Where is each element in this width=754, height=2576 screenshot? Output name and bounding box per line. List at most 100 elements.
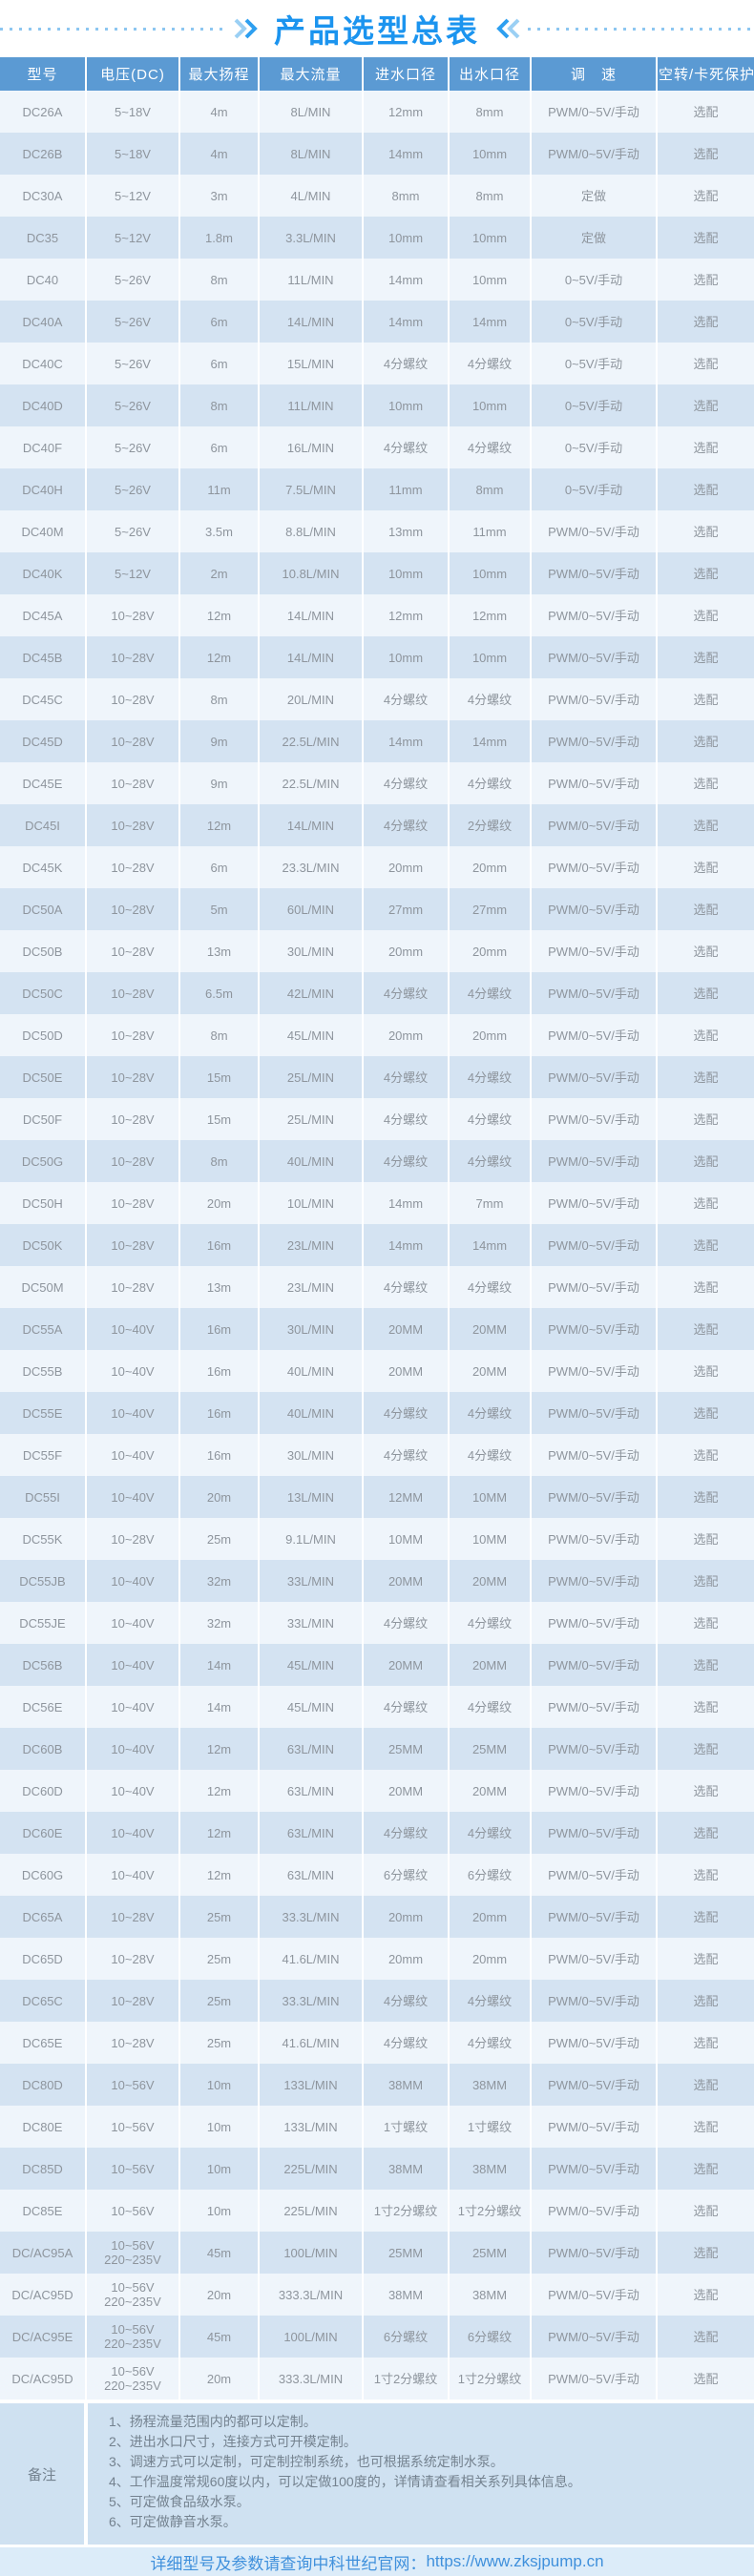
cell-voltage: 5~26V [86,426,180,468]
cell-model: DC65C [0,1980,87,2022]
table-row: DC50K 10~28V 16m 23L/MIN 14mm 14mm PWM/0~5V/手动… [0,1224,754,1266]
cell-inlet-diameter: 4分螺纹 [363,426,450,468]
cell-speed-control: PWM/0~5V/手动 [531,1938,658,1980]
cell-speed-control: PWM/0~5V/手动 [531,1056,658,1098]
cell-outlet-diameter: 7mm [449,1182,532,1224]
cell-speed-control: PWM/0~5V/手动 [531,594,658,636]
cell-protection: 选配 [693,314,719,329]
footer-label: 详细型号及参数请查询中科世纪官网： [150,2554,427,2573]
cell-inlet-diameter: 10mm [363,636,450,678]
note-item: 3、调速方式可以定制，可定制控制系统，也可根据系统定制水泵。 [109,2454,504,2469]
cell-max-flow: 25L/MIN [259,1098,364,1140]
cell-protection: 选配 [693,272,719,287]
cell-inlet-diameter: 38MM [363,2148,450,2190]
cell-outlet-diameter: 14mm [449,720,532,762]
cell-protection: 选配 [693,1237,719,1253]
cell-protection: 选配 [693,1447,719,1463]
cell-speed-control: PWM/0~5V/手动 [531,1392,658,1434]
cell-max-head: 12m [179,1854,260,1896]
cell-speed-control: PWM/0~5V/手动 [531,510,658,552]
cell-model: DC50E [0,1056,87,1098]
cell-model: DC55F [0,1434,87,1476]
cell-speed-control: PWM/0~5V/手动 [531,1434,658,1476]
cell-speed-control: PWM/0~5V/手动 [531,804,658,846]
cell-outlet-diameter: 38MM [449,2148,532,2190]
cell-speed-control: 0~5V/手动 [531,301,658,343]
cell-voltage: 5~26V [86,301,180,343]
column-header-max-head: 最大扬程 [179,57,260,91]
cell-max-flow: 63L/MIN [259,1728,364,1770]
cell-voltage: 10~40V [86,1812,180,1854]
cell-inlet-diameter: 12mm [363,91,450,133]
table-row: DC40H 5~26V 11m 7.5L/MIN 11mm 8mm 0~5V/手动 选配 [0,468,754,510]
table-row: DC45B 10~28V 12m 14L/MIN 10mm 10mm PWM/0~5V/手动… [0,636,754,678]
cell-outlet-diameter: 4分螺纹 [449,2022,532,2064]
cell-voltage: 5~26V [86,510,180,552]
table-row: DC50D 10~28V 8m 45L/MIN 20mm 20mm PWM/0~5V/手动选… [0,1014,754,1056]
cell-inlet-diameter: 4分螺纹 [363,1098,450,1140]
cell-model: DC60B [0,1728,87,1770]
cell-speed-control: PWM/0~5V/手动 [531,720,658,762]
cell-inlet-diameter: 4分螺纹 [363,343,450,384]
cell-max-flow: 333.3L/MIN [259,2274,364,2316]
cell-outlet-diameter: 4分螺纹 [449,1392,532,1434]
cell-max-head: 20m [179,1182,260,1224]
cell-model: DC55K [0,1518,87,1560]
cell-max-flow: 3.3L/MIN [259,217,364,259]
footer-url-link[interactable]: https://www.zksjpump.cn [426,2552,604,2570]
cell-max-flow: 30L/MIN [259,1434,364,1476]
cell-voltage: 10~40V [86,1392,180,1434]
double-chevron-right-icon [234,18,258,39]
cell-protection: 选配 [693,2119,719,2134]
table-row: DC85E 10~56V 10m 225L/MIN 1寸2分螺纹 1寸2分螺纹 PWM/0~… [0,2190,754,2232]
cell-outlet-diameter: 10mm [449,217,532,259]
cell-voltage: 10~40V [86,1854,180,1896]
table-row: DC55E 10~40V 16m 40L/MIN 4分螺纹 4分螺纹 PWM/0~5V/手动… [0,1392,754,1434]
table-row: DC40K 5~12V 2m 10.8L/MIN 10mm 10mm PWM/0~5V/手动… [0,552,754,594]
table-row: DC45C 10~28V 8m 20L/MIN 4分螺纹 4分螺纹 PWM/0~5V/手动选… [0,678,754,720]
cell-model: DC/AC95A [0,2232,87,2274]
cell-voltage: 10~28V [86,846,180,888]
cell-protection: 选配 [693,818,719,833]
cell-max-flow: 23L/MIN [259,1266,364,1308]
cell-max-head: 14m [179,1686,260,1728]
cell-model: DC80D [0,2064,87,2106]
cell-max-head: 8m [179,678,260,720]
cell-protection: 选配 [693,440,719,455]
cell-outlet-diameter: 20MM [449,1644,532,1686]
cell-outlet-diameter: 20mm [449,1938,532,1980]
cell-protection: 选配 [693,1573,719,1589]
cell-inlet-diameter: 4分螺纹 [363,972,450,1014]
cell-voltage: 5~18V [86,91,180,133]
table-row: DC/AC95A 10~56V 220~235V 45m 100L/MIN 25MM 25… [0,2232,754,2274]
cell-speed-control: PWM/0~5V/手动 [531,2358,658,2399]
cell-max-flow: 14L/MIN [259,804,364,846]
cell-model: DC40M [0,510,87,552]
cell-max-flow: 30L/MIN [259,1308,364,1350]
cell-protection: 选配 [693,2329,719,2344]
table-row: DC40M 5~26V 3.5m 8.8L/MIN 13mm 11mm PWM/0~5V/手… [0,510,754,552]
cell-max-head: 12m [179,1770,260,1812]
cell-model: DC45C [0,678,87,720]
cell-max-flow: 225L/MIN [259,2148,364,2190]
cell-protection: 选配 [693,2287,719,2302]
cell-outlet-diameter: 10MM [449,1518,532,1560]
cell-speed-control: PWM/0~5V/手动 [531,762,658,804]
cell-max-head: 25m [179,2022,260,2064]
cell-model: DC56B [0,1644,87,1686]
cell-model: DC40F [0,426,87,468]
cell-outlet-diameter: 10mm [449,552,532,594]
cell-inlet-diameter: 20mm [363,1014,450,1056]
table-row: DC26A 5~18V 4m 8L/MIN 12mm 8mm PWM/0~5V/手动 选配 [0,91,754,133]
cell-max-flow: 63L/MIN [259,1854,364,1896]
cell-voltage: 10~28V [86,1056,180,1098]
cell-inlet-diameter: 4分螺纹 [363,762,450,804]
cell-model: DC50A [0,888,87,930]
cell-speed-control: PWM/0~5V/手动 [531,1728,658,1770]
cell-inlet-diameter: 10mm [363,217,450,259]
cell-max-head: 12m [179,804,260,846]
cell-voltage: 10~56V 220~235V [86,2358,180,2399]
cell-voltage: 10~56V [86,2148,180,2190]
table-row: DC60D 10~40V 12m 63L/MIN 20MM 20MM PWM/0~5V/手动… [0,1770,754,1812]
cell-model: DC50K [0,1224,87,1266]
